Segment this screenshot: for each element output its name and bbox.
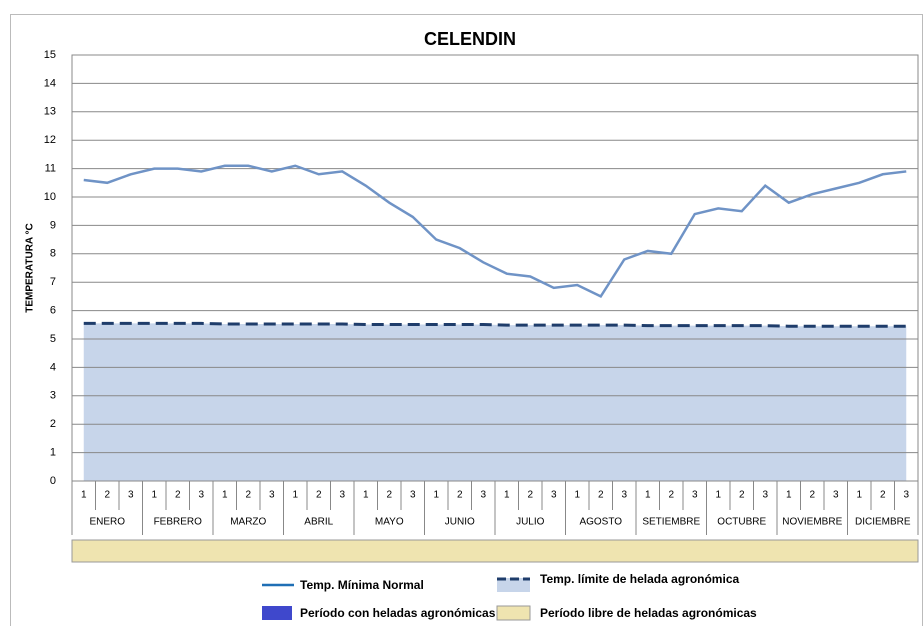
x-tick-label: 2 xyxy=(809,490,815,501)
legend-label: Período con heladas agronómicas xyxy=(300,606,496,620)
x-tick-label: 2 xyxy=(386,490,392,501)
x-tick-label: 1 xyxy=(81,490,87,501)
x-tick-label: 2 xyxy=(739,490,745,501)
x-tick-label: 3 xyxy=(833,490,839,501)
x-tick-label: 2 xyxy=(245,490,251,501)
x-tick-label: 1 xyxy=(222,490,228,501)
y-tick-label: 1 xyxy=(50,447,56,459)
y-tick-label: 0 xyxy=(50,475,56,487)
legend-swatch xyxy=(497,578,530,592)
x-tick-label: 1 xyxy=(292,490,298,501)
legend-swatch xyxy=(496,605,531,621)
month-label: NOVIEMBRE xyxy=(782,517,842,528)
legend-label: Período libre de heladas agronómicas xyxy=(540,606,757,620)
chart-title: CELENDIN xyxy=(424,29,516,49)
y-tick-label: 8 xyxy=(50,248,56,260)
y-tick-label: 9 xyxy=(50,219,56,231)
x-tick-label: 3 xyxy=(551,490,557,501)
x-tick-label: 3 xyxy=(269,490,275,501)
x-tick-label: 2 xyxy=(175,490,181,501)
x-tick-label: 1 xyxy=(856,490,862,501)
legend-label: Temp. límite de helada agronómica xyxy=(540,572,739,586)
x-tick-label: 3 xyxy=(621,490,627,501)
threshold-line xyxy=(83,321,907,328)
y-tick-label: 2 xyxy=(50,418,56,430)
month-label: ENERO xyxy=(89,517,125,528)
y-tick-label: 12 xyxy=(44,134,56,146)
x-tick-label: 2 xyxy=(598,490,604,501)
month-label: MAYO xyxy=(375,517,404,528)
x-tick-label: 1 xyxy=(433,490,439,501)
month-label: JUNIO xyxy=(445,517,475,528)
frost-area xyxy=(83,323,907,481)
x-tick-label: 2 xyxy=(457,490,463,501)
y-axis-label: TEMPERATURA °C xyxy=(25,223,36,313)
frost-free-bar xyxy=(71,539,919,563)
x-tick-label: 2 xyxy=(104,490,110,501)
month-label: FEBRERO xyxy=(154,517,203,528)
y-tick-label: 14 xyxy=(44,77,56,89)
x-tick-label: 2 xyxy=(668,490,674,501)
month-label: MARZO xyxy=(230,517,266,528)
x-tick-label: 2 xyxy=(527,490,533,501)
y-tick-label: 10 xyxy=(44,191,56,203)
x-tick-label: 2 xyxy=(880,490,886,501)
month-label: DICIEMBRE xyxy=(855,517,911,528)
month-label: JULIO xyxy=(516,517,545,528)
month-label: OCTUBRE xyxy=(717,517,766,528)
x-tick-label: 3 xyxy=(410,490,416,501)
x-tick-label: 1 xyxy=(151,490,157,501)
month-label: AGOSTO xyxy=(579,517,622,528)
legend-label: Temp. Mínima Normal xyxy=(300,578,424,592)
y-tick-label: 15 xyxy=(44,49,56,61)
x-tick-label: 3 xyxy=(128,490,134,501)
x-tick-label: 1 xyxy=(645,490,651,501)
y-tick-label: 4 xyxy=(50,361,56,373)
data-line xyxy=(83,164,907,299)
month-label: ABRIL xyxy=(304,517,333,528)
y-tick-label: 11 xyxy=(45,163,56,175)
y-tick-label: 7 xyxy=(50,276,56,288)
x-tick-label: 2 xyxy=(316,490,322,501)
x-tick-label: 3 xyxy=(762,490,768,501)
x-tick-label: 1 xyxy=(363,490,369,501)
legend-swatch xyxy=(262,606,292,620)
x-tick-label: 1 xyxy=(504,490,510,501)
y-tick-label: 6 xyxy=(50,305,56,317)
x-tick-label: 1 xyxy=(574,490,580,501)
x-tick-label: 3 xyxy=(339,490,345,501)
x-tick-label: 1 xyxy=(786,490,792,501)
x-tick-label: 3 xyxy=(198,490,204,501)
y-tick-label: 3 xyxy=(50,390,56,402)
x-tick-label: 3 xyxy=(903,490,909,501)
x-tick-label: 3 xyxy=(692,490,698,501)
x-tick-label: 3 xyxy=(480,490,486,501)
x-tick-label: 1 xyxy=(715,490,721,501)
y-tick-label: 5 xyxy=(50,333,56,345)
month-label: SETIEMBRE xyxy=(642,517,700,528)
y-tick-label: 13 xyxy=(44,106,56,118)
